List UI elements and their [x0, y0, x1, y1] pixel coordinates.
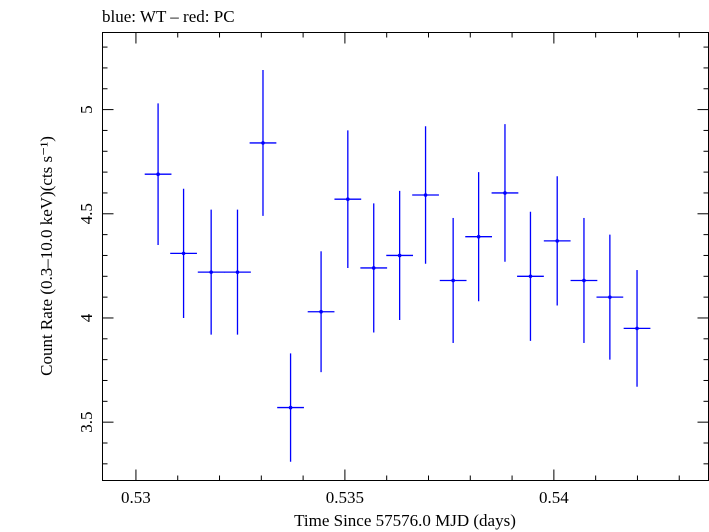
x-tick-label: 0.54 — [539, 488, 569, 507]
point-marker — [582, 278, 586, 283]
data-point — [360, 203, 388, 333]
point-marker — [209, 270, 213, 274]
data-point — [465, 172, 493, 302]
data-points — [144, 70, 651, 462]
data-point — [543, 176, 571, 306]
point-marker — [371, 266, 376, 270]
data-point — [197, 209, 225, 335]
data-point — [334, 130, 362, 268]
data-point — [386, 190, 414, 321]
point-marker — [319, 309, 323, 314]
x-axis-label: Time Since 57576.0 MJD (days) — [294, 511, 516, 530]
y-tick-label: 3.5 — [77, 412, 96, 433]
x-tick-label: 0.53 — [121, 488, 151, 507]
point-marker — [346, 197, 350, 201]
data-point — [170, 188, 197, 318]
point-marker — [156, 172, 160, 176]
point-marker — [608, 295, 612, 299]
point-marker — [423, 193, 428, 197]
axis-ticks — [102, 32, 709, 481]
axis-tick-labels: 0.53 0.535 0.54 3.5 4 4.5 5 — [77, 105, 569, 507]
point-marker — [476, 234, 481, 239]
plot-frame — [102, 32, 709, 481]
y-tick-label: 5 — [77, 105, 96, 114]
data-point — [307, 251, 335, 373]
data-point — [517, 211, 544, 341]
data-point — [224, 209, 251, 335]
data-point — [412, 126, 439, 264]
data-point — [491, 124, 519, 262]
y-tick-label: 4 — [77, 313, 96, 322]
point-marker — [635, 326, 639, 331]
point-marker — [397, 253, 402, 258]
point-marker — [235, 270, 240, 274]
point-marker — [555, 239, 560, 243]
data-point — [596, 234, 624, 360]
point-marker — [528, 274, 533, 279]
point-marker — [288, 405, 293, 410]
point-marker — [503, 191, 507, 195]
data-point — [439, 217, 467, 343]
point-marker — [261, 141, 265, 145]
point-marker — [181, 251, 186, 256]
data-point — [570, 217, 598, 343]
data-point — [249, 70, 277, 216]
point-marker — [451, 278, 455, 283]
y-tick-label: 4.5 — [77, 203, 96, 224]
x-tick-label: 0.535 — [326, 488, 364, 507]
data-point — [277, 353, 304, 462]
y-axis-label: Count Rate (0.3–10.0 keV)(cts s⁻¹) — [37, 136, 56, 376]
data-point — [144, 103, 172, 246]
data-point — [623, 270, 651, 387]
chart-title: blue: WT – red: PC — [102, 7, 235, 26]
